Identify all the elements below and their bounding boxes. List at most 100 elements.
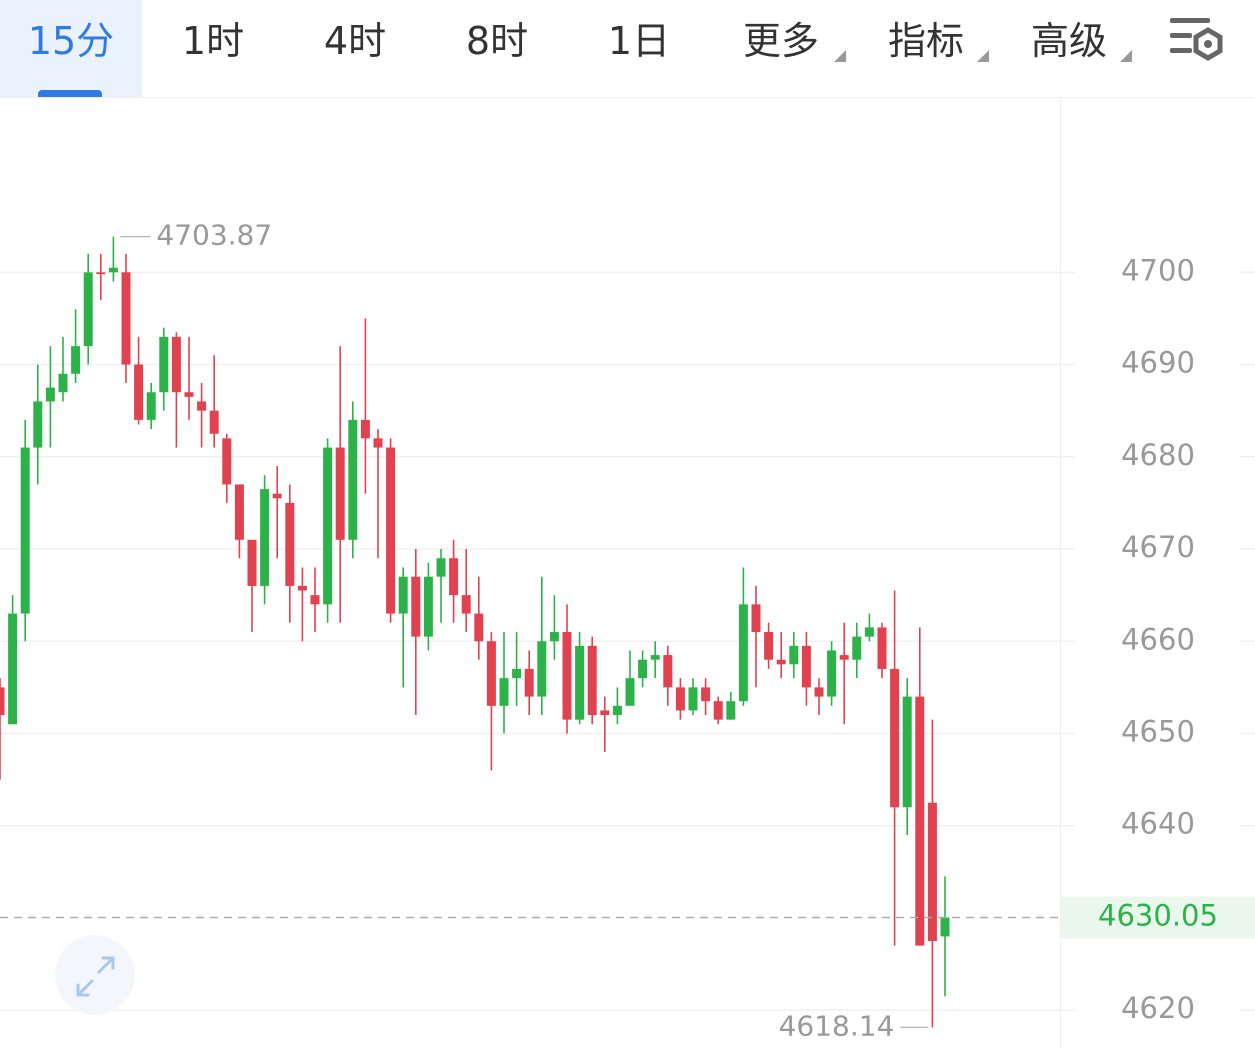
candle-body: [537, 641, 547, 697]
dropdown-arrow: [977, 50, 989, 62]
candle-body: [83, 272, 93, 347]
tab[interactable]: 15分: [0, 0, 142, 97]
candle-body: [209, 410, 219, 434]
candle-body: [726, 701, 736, 720]
candle-body: [474, 613, 484, 642]
candle-body: [852, 636, 862, 660]
candle-body: [247, 539, 257, 586]
candle-body: [789, 645, 799, 665]
y-tick-label: 4640: [1121, 807, 1195, 841]
candle-body: [713, 701, 723, 720]
candle-body: [940, 917, 950, 937]
candle-body: [260, 489, 270, 586]
candle-body: [915, 696, 925, 946]
candle-body: [285, 502, 295, 586]
candle-body: [600, 710, 610, 716]
candle-body: [45, 387, 55, 402]
candle-body: [461, 595, 471, 614]
tab[interactable]: 8时: [465, 19, 529, 63]
candle-body: [108, 267, 118, 273]
tab[interactable]: 1日: [607, 19, 671, 63]
axis-divider: [1060, 98, 1061, 1048]
dropdown-arrow: [1120, 50, 1132, 62]
low-label: 4618.14: [779, 1009, 895, 1042]
candle-body: [524, 668, 534, 697]
candle-body: [650, 655, 660, 660]
candle-body: [171, 336, 181, 393]
candle-body: [373, 438, 383, 448]
y-tick-label: 4620: [1121, 991, 1195, 1025]
last-price-label: 4630.05: [1098, 898, 1218, 932]
candle-body: [486, 641, 496, 706]
y-tick-label: 4680: [1121, 438, 1195, 472]
candle-body: [675, 687, 685, 711]
candle-body: [360, 419, 370, 439]
candle-body: [323, 447, 333, 605]
last-price-box: [1061, 896, 1255, 939]
tab[interactable]: 4时: [323, 19, 387, 63]
icon-bar: [1170, 48, 1192, 53]
candle-body: [222, 438, 232, 485]
candle-body: [423, 576, 433, 637]
candle-body: [927, 802, 937, 942]
candle-body: [663, 655, 673, 688]
candle-body: [184, 392, 194, 397]
y-tick-label: 4700: [1121, 253, 1195, 287]
candle-body: [96, 272, 106, 275]
candle-body: [411, 576, 421, 637]
candle-body: [0, 687, 5, 716]
candle-body: [902, 696, 912, 808]
candle-body: [625, 678, 635, 706]
candle-body: [146, 392, 156, 420]
candle-body: [587, 645, 597, 716]
candle-body: [688, 687, 698, 711]
candle-body: [348, 419, 358, 540]
candle-body: [890, 668, 900, 808]
candle-body: [33, 401, 43, 448]
expand-button[interactable]: [55, 935, 135, 1015]
candle-body: [701, 687, 711, 702]
candle-body: [814, 687, 824, 697]
candle-body: [297, 585, 307, 591]
candle-body: [499, 678, 509, 706]
tab[interactable]: 1时: [181, 19, 245, 63]
candle-body: [71, 346, 81, 374]
candle-body: [8, 613, 18, 725]
candle-body: [864, 627, 874, 637]
candle-body: [877, 627, 887, 669]
tab[interactable]: 更多: [742, 19, 819, 63]
candle-body: [751, 604, 761, 633]
candle-body: [638, 659, 648, 679]
tab[interactable]: 高级: [1030, 19, 1107, 63]
y-tick-label: 4660: [1121, 622, 1195, 656]
icon-bar: [1170, 33, 1192, 38]
tab[interactable]: 指标: [887, 19, 964, 63]
candle-body: [20, 447, 30, 614]
candle-body: [335, 447, 345, 540]
candle-body: [575, 645, 585, 720]
y-tick-label: 4670: [1121, 530, 1195, 564]
icon-gear: [1193, 27, 1223, 61]
tab-bar: 15分 1时 4时 8时 1日 更多 指标 高级: [0, 0, 1255, 98]
candle-body: [839, 655, 849, 660]
candle-body: [764, 632, 774, 660]
candle-body: [436, 558, 446, 577]
candle-body: [449, 558, 459, 596]
y-tick-label: 4650: [1121, 714, 1195, 748]
candle-body: [121, 272, 131, 365]
candle-body: [234, 484, 244, 540]
dropdown-arrow: [834, 50, 846, 62]
candle-body: [197, 401, 207, 411]
candle-body: [549, 632, 559, 642]
candle-body: [272, 493, 282, 499]
candle-body: [58, 373, 68, 393]
candle-body: [801, 645, 811, 688]
settings-icon[interactable]: [1165, 14, 1227, 66]
candle-body: [159, 336, 169, 393]
icon-gear-center: [1204, 40, 1212, 48]
candle-body: [386, 447, 396, 614]
y-tick-label: 4690: [1121, 346, 1195, 380]
high-label: 4703.87: [156, 219, 272, 252]
candle-body: [827, 650, 837, 697]
